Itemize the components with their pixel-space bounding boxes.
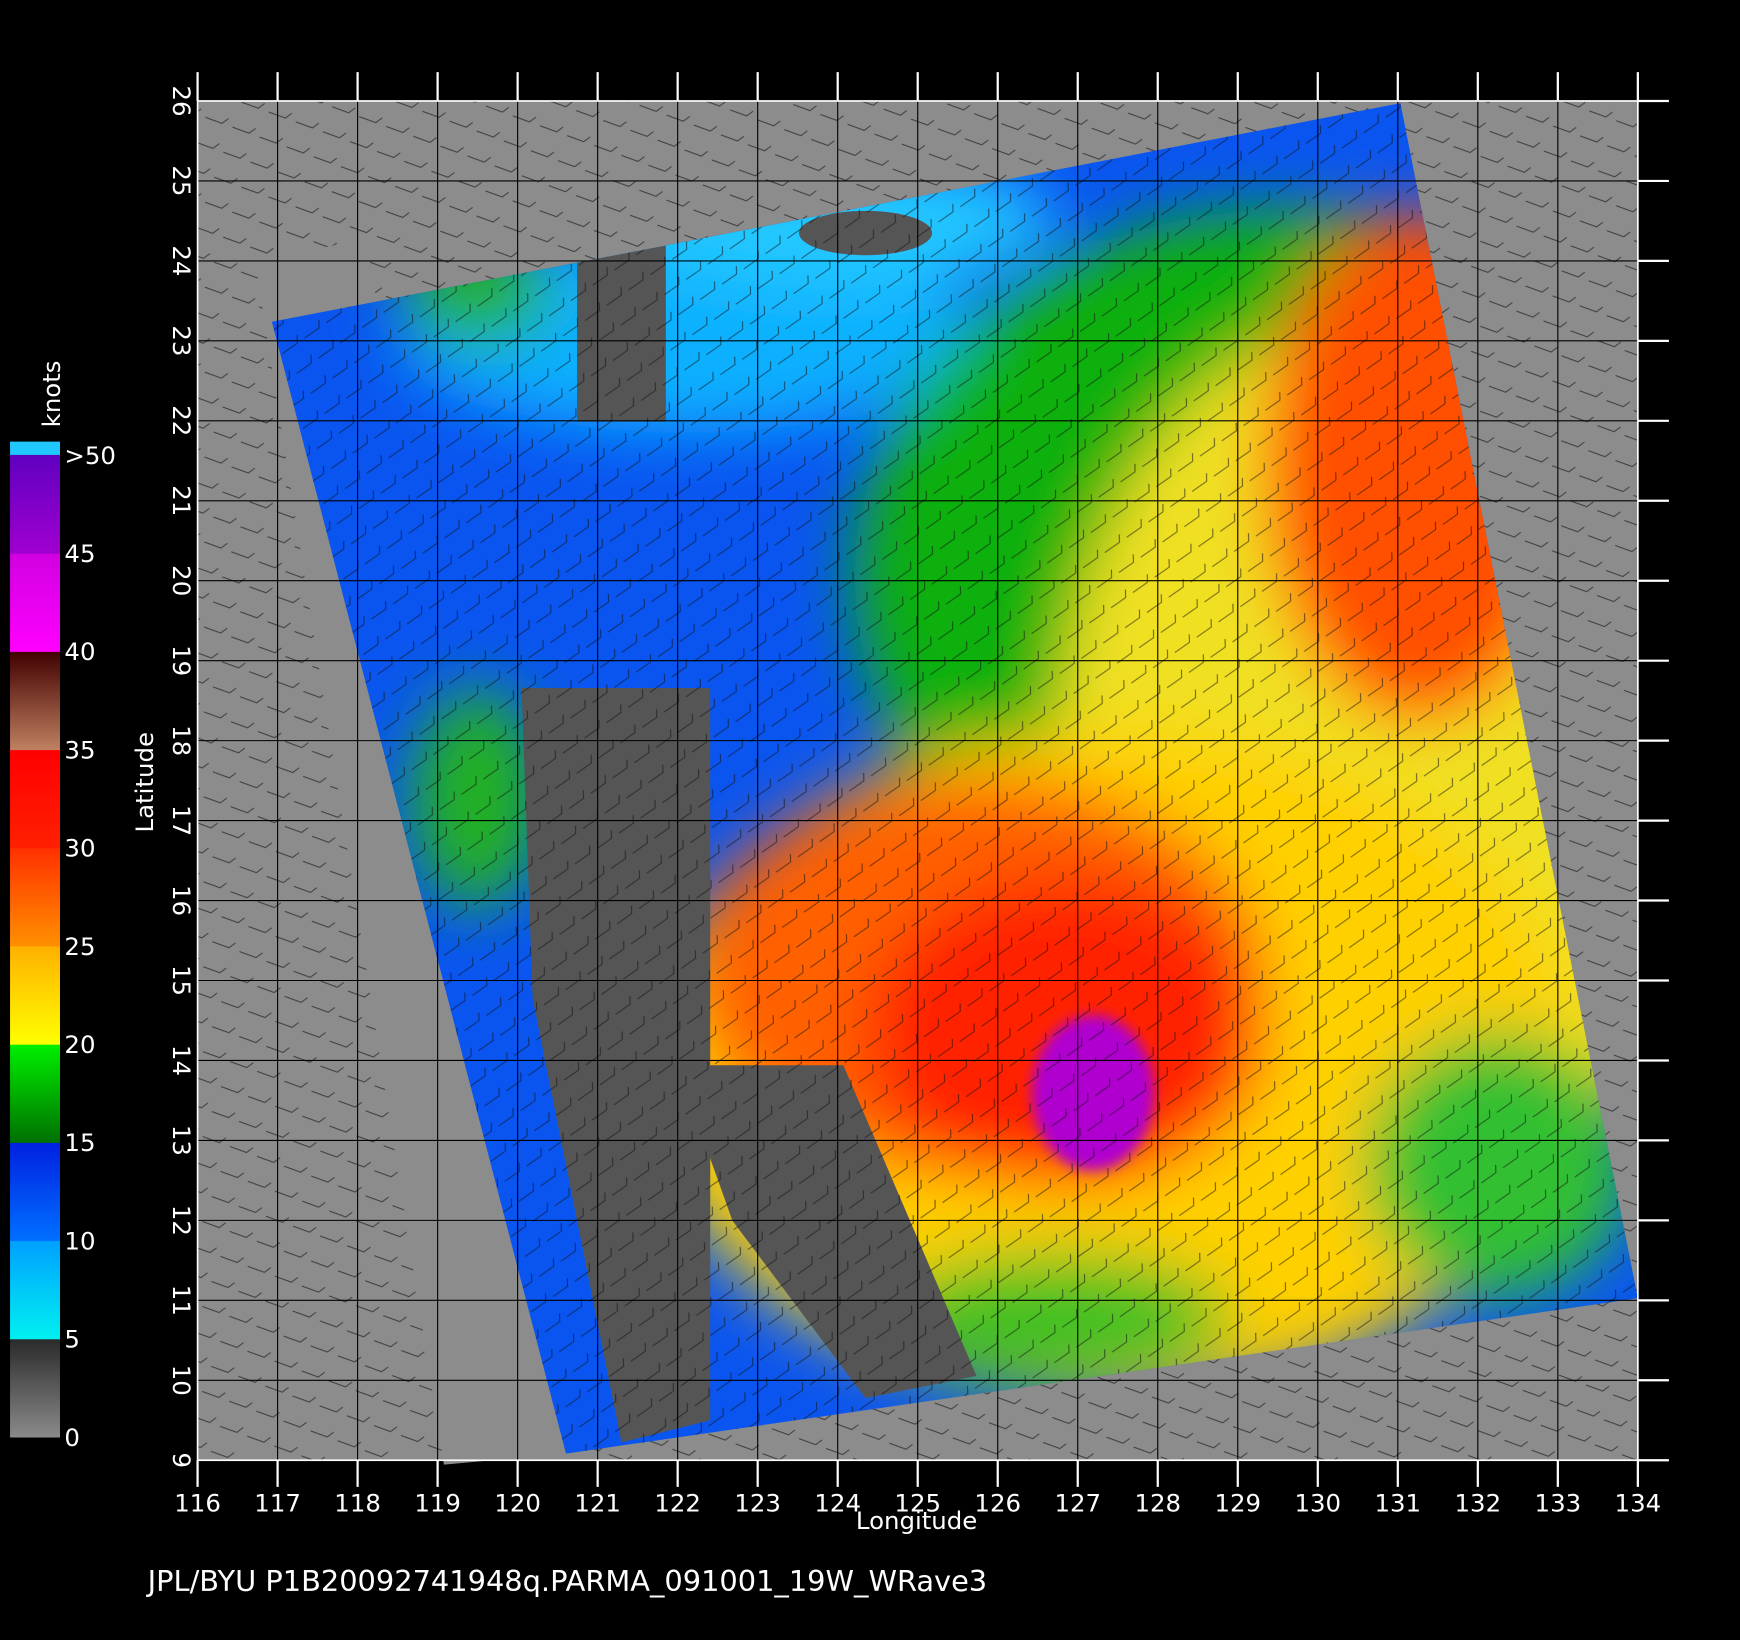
colorbar-segment [10,749,60,849]
colorbar-label: 5 [64,1325,80,1354]
y-tick-label: 14 [167,1045,196,1076]
x-tick-label: 133 [1535,1488,1582,1517]
y-tick-label: 24 [167,245,196,276]
x-tick-label: 125 [894,1488,941,1517]
x-tick-label: 119 [414,1488,461,1517]
colorbar-label: 35 [64,735,95,764]
y-tick-label: 16 [167,885,196,916]
colorbar-label: 25 [64,932,95,961]
x-tick-label: 134 [1615,1488,1662,1517]
colorbar-segment [10,454,60,554]
colorbar-label: 15 [64,1128,95,1157]
x-tick-label: 116 [174,1488,221,1517]
y-tick-label: 17 [167,805,196,836]
y-tick-label: 13 [167,1125,196,1156]
grid: 116 117 118 119 120 121 122 123 124 125 126 127 128 1… [167,72,1669,1517]
y-tick-label: 20 [167,565,196,596]
x-tick-label: 120 [494,1488,541,1517]
x-tick-label: 118 [334,1488,381,1517]
colorbar-segment [10,1338,60,1438]
colorbar: 0 5 10 15 20 25 30 35 40 45 >50 [10,441,116,1452]
y-tick-label: 21 [167,485,196,516]
y-tick-label: 12 [167,1205,196,1236]
colorbar-segment [10,553,60,652]
y-tick-label: 10 [167,1365,196,1396]
y-tick-label: 15 [167,965,196,996]
colorbar-segment [10,945,60,1045]
y-tick-label: 23 [167,325,196,356]
x-tick-label: 129 [1214,1488,1261,1517]
x-tick-label: 124 [814,1488,861,1517]
colorbar-segment [10,1240,60,1340]
x-tick-label: 123 [734,1488,781,1517]
x-tick-label: 132 [1455,1488,1502,1517]
x-tick-label: 117 [254,1488,301,1517]
colorbar-label: 0 [64,1423,80,1452]
y-tick-label: 26 [167,85,196,116]
x-tick-label: 121 [574,1488,621,1517]
x-tick-label: 122 [654,1488,701,1517]
x-tick-label: 130 [1294,1488,1341,1517]
colorbar-segment [10,1044,60,1143]
colorbar-label: 30 [64,834,95,863]
y-tick-label: 11 [167,1285,196,1316]
colorbar-label: 20 [64,1030,95,1059]
colorbar-label: 10 [64,1226,95,1255]
colorbar-segment [10,847,60,947]
colorbar-cap [10,441,60,455]
x-tick-label: 128 [1134,1488,1181,1517]
colorbar-segment [10,651,60,751]
y-tick-label: 19 [167,645,196,676]
y-tick-label: 22 [167,405,196,436]
x-tick-label: 127 [1054,1488,1101,1517]
colorbar-segment [10,1142,60,1242]
colorbar-label: 40 [64,637,95,666]
footer: JPL/BYU P1B20092741948q.PARMA_091001_19W… [146,1564,988,1598]
x-tick-label: 126 [974,1488,1021,1517]
y-tick-label: 18 [167,725,196,756]
x-axis-label: Longitude [856,1506,977,1535]
colorbar-label: 45 [64,539,95,568]
x-tick-label: 131 [1375,1488,1422,1517]
plot-frame [196,100,1639,1462]
colorbar-label: >50 [64,441,116,470]
y-axis-label: Latitude [130,732,159,832]
colorbar-unit: knots [37,360,66,427]
y-tick-label: 9 [167,1452,196,1468]
y-tick-label: 25 [167,165,196,196]
